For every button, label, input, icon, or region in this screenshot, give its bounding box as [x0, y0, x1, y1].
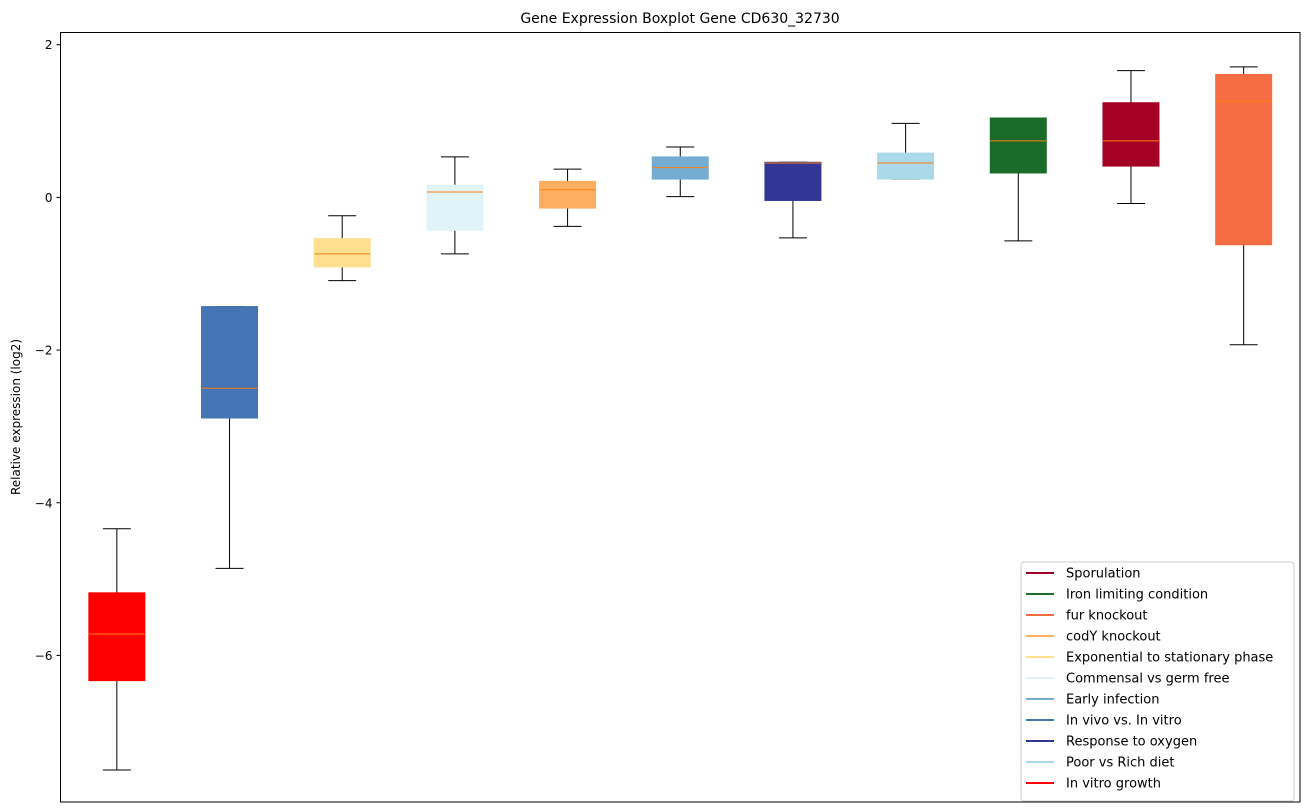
box-body	[313, 238, 371, 268]
box-body	[539, 180, 597, 209]
legend-label: In vitro growth	[1066, 777, 1161, 792]
box-sporulation	[1102, 70, 1160, 204]
legend-label: Iron limiting condition	[1066, 588, 1208, 603]
boxes-group	[88, 66, 1273, 771]
legend-label: Poor vs Rich diet	[1066, 756, 1174, 771]
y-tick-label: 2	[45, 38, 53, 52]
box-body	[201, 306, 259, 419]
box-response-to-oxygen	[764, 161, 822, 239]
legend-label: In vivo vs. In vitro	[1066, 714, 1182, 729]
box-body	[877, 152, 935, 180]
legend: Sporulation Iron limiting condition fur kn…	[1020, 561, 1295, 802]
box-body	[88, 592, 146, 682]
box-body	[764, 161, 822, 201]
legend-label: Response to oxygen	[1066, 735, 1197, 750]
legend-label: Sporulation	[1066, 567, 1141, 582]
box-in-vitro-growth	[88, 528, 146, 771]
plot-frame	[60, 32, 1301, 803]
legend-label: codY knockout	[1066, 630, 1161, 645]
box-fur-knockout	[1215, 66, 1273, 346]
legend-label: Early infection	[1066, 693, 1159, 708]
legend-frame	[1020, 561, 1295, 802]
y-tick-label: 0	[45, 191, 53, 205]
box-body	[989, 117, 1047, 174]
legend-label: Commensal vs germ free	[1066, 672, 1229, 687]
y-axis-label: Relative expression (log2)	[9, 339, 23, 495]
box-exponential-to-stationary-phase	[313, 215, 371, 282]
y-tick-label: −2	[35, 344, 53, 358]
box-cody-knockout	[539, 168, 597, 227]
chart-title: Gene Expression Boxplot Gene CD630_32730	[520, 11, 839, 27]
box-iron-limiting-condition	[989, 117, 1047, 242]
y-axis: 2 0 −2 −4 −6	[35, 38, 61, 663]
box-poor-vs-rich-diet	[877, 122, 935, 180]
box-commensal-vs-germ-free	[426, 156, 484, 255]
box-in-vivo-vs-in-vitro	[201, 306, 259, 569]
box-body	[426, 184, 484, 231]
y-tick-label: −6	[35, 649, 53, 663]
legend-label: fur knockout	[1066, 609, 1148, 624]
box-body	[1102, 102, 1160, 167]
legend-label: Exponential to stationary phase	[1066, 651, 1273, 666]
y-tick-label: −4	[35, 496, 53, 510]
box-body	[1215, 73, 1273, 246]
box-early-infection	[651, 146, 709, 198]
